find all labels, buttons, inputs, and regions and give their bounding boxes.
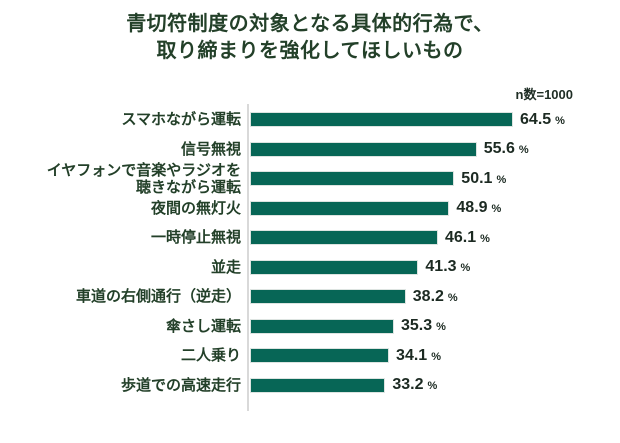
chart-row: 一時停止無視 46.1% [0, 223, 620, 253]
value-number: 34.1 [396, 346, 428, 364]
category-label: 一時停止無視 [150, 229, 241, 247]
value-label: 55.6% [484, 140, 529, 158]
chart-title-line2: 取り締まりを強化してほしいもの [156, 39, 464, 62]
bar [250, 377, 386, 393]
value-unit: % [431, 350, 441, 363]
value-number: 55.6 [483, 140, 515, 158]
category-label: 二人乗り [180, 347, 241, 365]
category-label: 傘さし運転 [165, 317, 241, 335]
value-label: 48.9% [456, 199, 501, 217]
value-unit: % [518, 144, 529, 157]
value-unit: % [480, 232, 490, 245]
category-label: スマホながら運転 [121, 111, 241, 129]
category-label: 歩道での高速走行 [120, 376, 241, 394]
value-number: 35.3 [400, 317, 433, 335]
value-number: 46.1 [444, 228, 477, 246]
bar-area: 35.3% [250, 317, 620, 335]
value-number: 64.5 [520, 110, 552, 128]
chart-rows: スマホながら運転 64.5% 信号無視 55.6% イヤフォンで音楽やラジオを 聴きなが… [0, 105, 620, 400]
value-label: 38.2% [413, 288, 458, 306]
value-unit: % [427, 380, 438, 393]
bar-area: 34.1% [250, 347, 620, 365]
value-unit: % [555, 114, 565, 127]
value-unit: % [496, 173, 507, 186]
bar-area: 41.3% [250, 258, 620, 276]
bar [250, 171, 455, 187]
value-number: 50.1 [461, 169, 493, 187]
bar-area: 46.1% [250, 229, 620, 247]
category-label: 夜間の無灯火 [150, 199, 241, 217]
bar-area: 55.6% [250, 140, 620, 158]
y-axis-line [247, 104, 249, 411]
chart-row: イヤフォンで音楽やラジオを 聴きながら運転 50.1% [0, 161, 620, 196]
value-unit: % [436, 321, 446, 334]
value-label: 46.1% [445, 229, 490, 247]
bar-chart: スマホながら運転 64.5% 信号無視 55.6% イヤフォンで音楽やラジオを 聴きなが… [0, 104, 620, 411]
value-number: 38.2 [412, 287, 444, 305]
chart-row: スマホながら運転 64.5% [0, 105, 620, 135]
value-number: 41.3 [425, 258, 457, 276]
chart-title: 青切符制度の対象となる具体的行為で、 取り締まりを強化してほしいもの [0, 0, 620, 64]
value-label: 33.2% [392, 376, 437, 394]
value-label: 41.3% [425, 258, 470, 276]
value-label: 64.5% [520, 111, 565, 129]
value-label: 50.1% [461, 170, 506, 188]
bar [250, 348, 390, 364]
value-unit: % [460, 262, 471, 275]
category-label: 信号無視 [180, 140, 241, 158]
chart-title-line1: 青切符制度の対象となる具体的行為で、 [126, 13, 494, 35]
value-unit: % [491, 203, 502, 216]
chart-row: 夜間の無灯火 48.9% [0, 194, 620, 224]
sample-size-label: n数=1000 [515, 87, 573, 102]
value-unit: % [447, 291, 458, 304]
value-label: 35.3% [401, 317, 446, 335]
category-label: イヤフォンで音楽やラジオを 聴きながら運転 [46, 161, 241, 196]
chart-row: 車道の右側通行（逆走） 38.2% [0, 282, 620, 312]
bar [250, 112, 514, 128]
category-label: 並走 [210, 258, 241, 276]
bar-area: 48.9% [250, 199, 620, 217]
bar-area: 64.5% [250, 111, 620, 129]
chart-row: 信号無視 55.6% [0, 135, 620, 165]
bar [250, 230, 438, 246]
bar [250, 200, 450, 216]
chart-row: 傘さし運転 35.3% [0, 312, 620, 342]
category-label: 車道の右側通行（逆走） [75, 288, 241, 306]
value-number: 48.9 [456, 199, 488, 217]
chart-row: 歩道での高速走行 33.2% [0, 371, 620, 401]
chart-row: 二人乗り 34.1% [0, 341, 620, 371]
value-label: 34.1% [396, 347, 441, 365]
bar-area: 38.2% [250, 288, 620, 306]
chart-row: 並走 41.3% [0, 253, 620, 283]
bar [250, 259, 419, 275]
bar [250, 141, 477, 157]
bar-area: 50.1% [250, 170, 620, 188]
bar [250, 289, 406, 305]
value-number: 33.2 [392, 376, 424, 394]
bar [250, 318, 394, 334]
bar-area: 33.2% [250, 376, 620, 394]
